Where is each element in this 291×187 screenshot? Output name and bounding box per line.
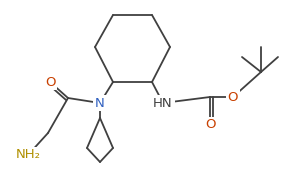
Text: O: O <box>45 76 55 88</box>
Text: HN: HN <box>153 96 173 110</box>
Text: N: N <box>95 96 105 110</box>
Text: O: O <box>228 91 238 103</box>
Text: O: O <box>205 119 215 131</box>
Text: NH₂: NH₂ <box>15 148 40 162</box>
